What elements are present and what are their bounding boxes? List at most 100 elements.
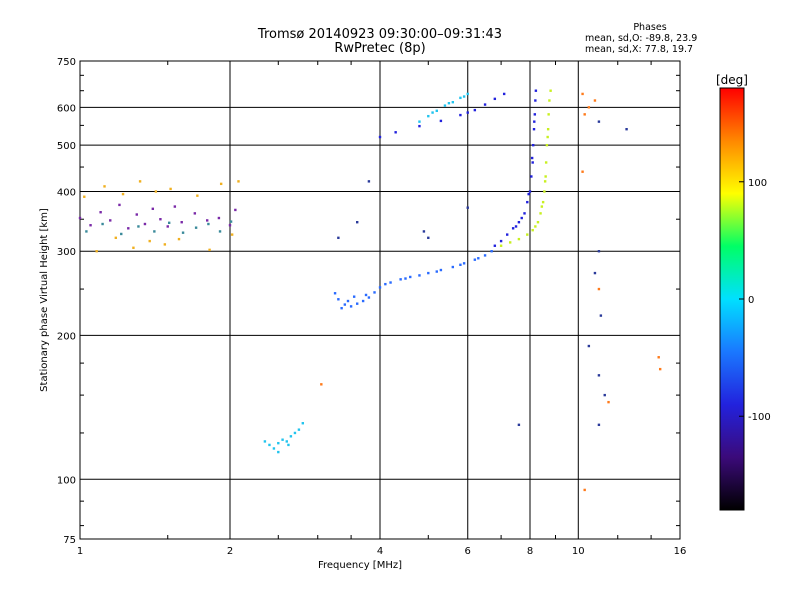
data-point: [367, 296, 371, 299]
data-point: [394, 131, 397, 134]
data-series: [333, 250, 493, 310]
data-point: [337, 298, 340, 301]
data-point: [543, 180, 547, 183]
data-point: [159, 218, 162, 221]
data-point: [435, 109, 438, 113]
data-point: [181, 231, 185, 234]
data-point: [138, 180, 142, 183]
data-point: [163, 243, 167, 246]
data-point: [337, 236, 340, 240]
x-tick-label: 10: [572, 546, 585, 557]
x-tick-label: 1: [77, 546, 83, 557]
data-point: [466, 206, 469, 209]
data-point: [349, 305, 353, 308]
data-point: [287, 443, 290, 447]
data-point: [625, 127, 628, 131]
data-point: [230, 233, 234, 236]
data-point: [272, 447, 276, 450]
data-point: [466, 111, 469, 114]
y-tick-label: 300: [57, 247, 76, 258]
data-point: [343, 303, 347, 306]
data-point: [483, 103, 487, 106]
data-series: [378, 89, 538, 247]
data-point: [293, 431, 297, 435]
data-point: [399, 278, 402, 281]
data-point: [499, 244, 503, 247]
data-point: [173, 205, 177, 208]
data-point: [533, 113, 537, 116]
data-point: [263, 440, 267, 443]
data-point: [534, 225, 537, 228]
data-point: [459, 263, 462, 266]
data-point: [502, 92, 506, 96]
data-point: [451, 265, 455, 269]
data-point: [517, 237, 521, 241]
y-axis-label: Stationary phase Virtual Height [km]: [39, 208, 50, 392]
data-point: [439, 268, 443, 272]
data-point: [234, 208, 237, 212]
data-point: [333, 292, 337, 295]
data-point: [83, 195, 86, 198]
data-point: [528, 190, 532, 193]
data-point: [103, 185, 106, 188]
data-point: [207, 222, 210, 226]
data-point: [237, 180, 240, 183]
data-point: [228, 224, 232, 227]
data-point: [373, 291, 376, 294]
data-point: [367, 180, 371, 183]
data-point: [427, 271, 430, 275]
data-point: [281, 438, 284, 441]
data-point: [78, 216, 82, 220]
data-point: [297, 428, 301, 431]
data-point: [517, 423, 521, 427]
data-point: [597, 423, 601, 427]
data-point: [583, 488, 586, 492]
data-point: [289, 435, 293, 438]
data-point: [118, 203, 121, 207]
data-point: [167, 221, 171, 225]
data-point: [85, 230, 88, 233]
data-series: [78, 203, 237, 230]
data-point: [143, 222, 147, 226]
data-point: [320, 383, 323, 386]
data-point: [95, 250, 98, 253]
data-point: [99, 211, 102, 214]
data-point: [169, 187, 172, 191]
colorbar-tick-label: 0: [748, 295, 754, 306]
data-point: [355, 302, 359, 305]
data-point: [268, 443, 271, 447]
data-series: [320, 92, 662, 492]
data-point: [153, 230, 156, 233]
data-point: [527, 192, 530, 196]
y-tick-label: 75: [63, 535, 76, 546]
data-point: [384, 282, 387, 286]
data-point: [127, 227, 130, 230]
data-point: [523, 212, 526, 215]
data-point: [166, 225, 169, 228]
y-tick-label: 200: [57, 331, 76, 342]
data-point: [431, 111, 434, 114]
chart-title: Tromsø 20140923 09:30:00–09:31:43: [257, 27, 503, 42]
phases-legend: Phases mean, sd,O: -89.8, 23.9 mean, sd,…: [585, 22, 715, 55]
data-point: [477, 257, 480, 260]
data-point: [546, 127, 550, 131]
data-point: [493, 244, 497, 247]
y-tick-label: 600: [57, 103, 76, 114]
data-point: [217, 216, 221, 220]
data-point: [355, 221, 359, 224]
data-point: [409, 275, 412, 279]
data-point: [114, 236, 118, 240]
data-point: [462, 262, 466, 265]
data-point: [340, 306, 343, 310]
data-point: [205, 219, 209, 222]
data-point: [593, 271, 597, 275]
data-point: [607, 400, 610, 404]
data-series: [499, 89, 552, 247]
data-point: [499, 239, 503, 243]
data-point: [101, 222, 104, 226]
data-point: [534, 89, 538, 92]
data-point: [599, 314, 603, 317]
data-point: [658, 367, 662, 371]
data-point: [593, 99, 597, 102]
data-point: [505, 233, 509, 236]
